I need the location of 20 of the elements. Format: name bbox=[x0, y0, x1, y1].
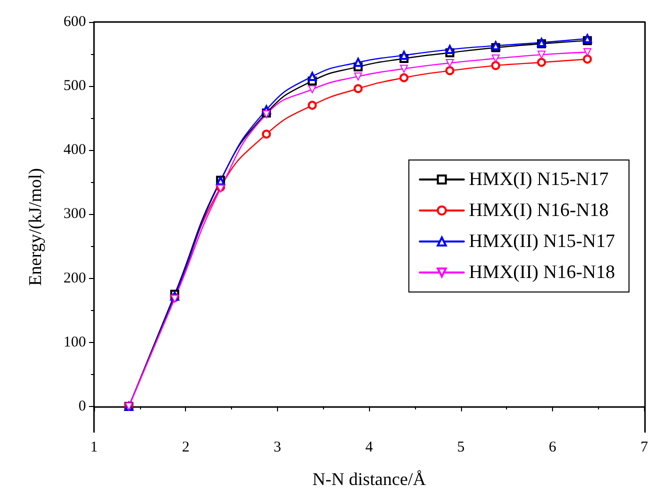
x-tick-label: 3 bbox=[274, 440, 282, 456]
y-tick-label: 0 bbox=[78, 398, 86, 414]
legend-label: HMX(II) N16-N18 bbox=[468, 262, 616, 283]
y-tick-label: 500 bbox=[64, 78, 86, 94]
y-axis-title: Energy/(kJ/mol) bbox=[25, 168, 45, 286]
y-tick-label: 200 bbox=[64, 270, 86, 286]
legend-label: HMX(I) N15-N17 bbox=[468, 169, 609, 190]
y-tick-label: 600 bbox=[64, 14, 86, 30]
x-tick-label: 6 bbox=[548, 440, 557, 456]
y-tick-label: 400 bbox=[64, 142, 86, 158]
x-tick-label: 5 bbox=[457, 440, 465, 456]
legend-label: HMX(II) N15-N17 bbox=[468, 231, 616, 252]
x-tick-label: 2 bbox=[182, 440, 190, 456]
x-tick-label: 7 bbox=[640, 440, 648, 456]
x-tick-label: 1 bbox=[90, 440, 98, 456]
legend-label: HMX(I) N16-N18 bbox=[468, 200, 609, 221]
x-axis-title: N-N distance/Å bbox=[312, 469, 426, 489]
x-tick-label: 4 bbox=[365, 440, 374, 456]
y-tick-label: 300 bbox=[64, 206, 86, 222]
y-tick-label: 100 bbox=[64, 334, 86, 350]
